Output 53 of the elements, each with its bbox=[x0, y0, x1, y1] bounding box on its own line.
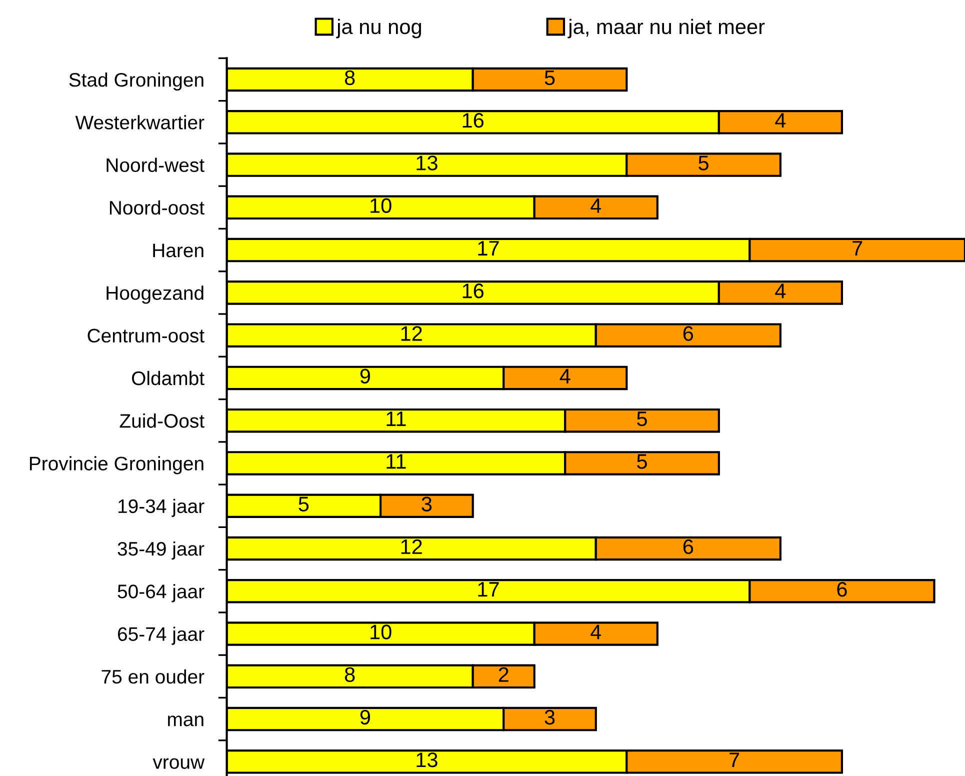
y-tick-label: 65-74 jaar bbox=[118, 626, 204, 645]
data-label: 8 bbox=[344, 70, 355, 86]
data-label: 6 bbox=[683, 539, 694, 554]
data-label: 9 bbox=[360, 368, 370, 384]
data-label: 5 bbox=[637, 412, 647, 426]
data-label: 6 bbox=[837, 582, 847, 597]
data-label: 2 bbox=[498, 667, 508, 682]
y-tick-label: Provincie Groningen bbox=[30, 456, 204, 474]
y-tick-label: Westerkwartier bbox=[75, 115, 204, 130]
data-label: 17 bbox=[478, 582, 499, 597]
y-tick-label: Stad Groningen bbox=[69, 72, 204, 91]
data-label: 16 bbox=[462, 112, 484, 128]
data-label: 17 bbox=[478, 241, 499, 256]
y-tick-label: 75 en ouder bbox=[102, 669, 204, 684]
data-label: 11 bbox=[386, 454, 406, 469]
data-label: 5 bbox=[544, 70, 555, 86]
data-label: 9 bbox=[360, 710, 370, 725]
data-label: 12 bbox=[401, 539, 422, 554]
data-label: 5 bbox=[637, 454, 647, 469]
data-label: 4 bbox=[590, 198, 602, 213]
data-label: 4 bbox=[590, 624, 602, 640]
data-label: 4 bbox=[775, 113, 786, 128]
y-tick-label: Noord-west bbox=[106, 158, 204, 172]
y-tick-label: Centrum-oost bbox=[88, 328, 204, 343]
data-label: 13 bbox=[416, 752, 438, 768]
data-label: 12 bbox=[401, 326, 422, 341]
y-tick-label: 35-49 jaar bbox=[118, 541, 204, 560]
data-label: 6 bbox=[683, 326, 694, 341]
data-label: 4 bbox=[775, 284, 786, 298]
data-label: 4 bbox=[560, 369, 570, 384]
y-tick-label: Zuid-Oost bbox=[120, 414, 204, 428]
data-label: 13 bbox=[416, 156, 438, 170]
y-tick-label: Noord-oost bbox=[110, 200, 204, 215]
data-label: 7 bbox=[730, 752, 740, 768]
y-tick-label: vrouw bbox=[152, 758, 205, 769]
legend-label: ja nu nog bbox=[336, 18, 422, 38]
data-label: 10 bbox=[370, 624, 392, 640]
data-label: 8 bbox=[344, 667, 355, 682]
data-label: 10 bbox=[370, 198, 392, 214]
y-tick-label: 50-64 jaar bbox=[118, 584, 204, 602]
data-label: 7 bbox=[852, 241, 862, 256]
legend-label: ja, maar nu niet meer bbox=[568, 18, 765, 38]
y-tick-label: man bbox=[168, 716, 204, 726]
data-label: 5 bbox=[698, 156, 708, 170]
data-label: 3 bbox=[544, 710, 555, 725]
data-label: 5 bbox=[298, 496, 309, 512]
y-tick-label: Haren bbox=[153, 244, 204, 258]
data-label: 3 bbox=[422, 496, 432, 512]
y-tick-label: 19-34 jaar bbox=[118, 498, 204, 517]
y-tick-label: Oldambt bbox=[132, 370, 204, 386]
data-label: 11 bbox=[386, 412, 406, 426]
data-label: 16 bbox=[462, 284, 484, 298]
y-tick-label: Hoogezand bbox=[106, 286, 204, 304]
